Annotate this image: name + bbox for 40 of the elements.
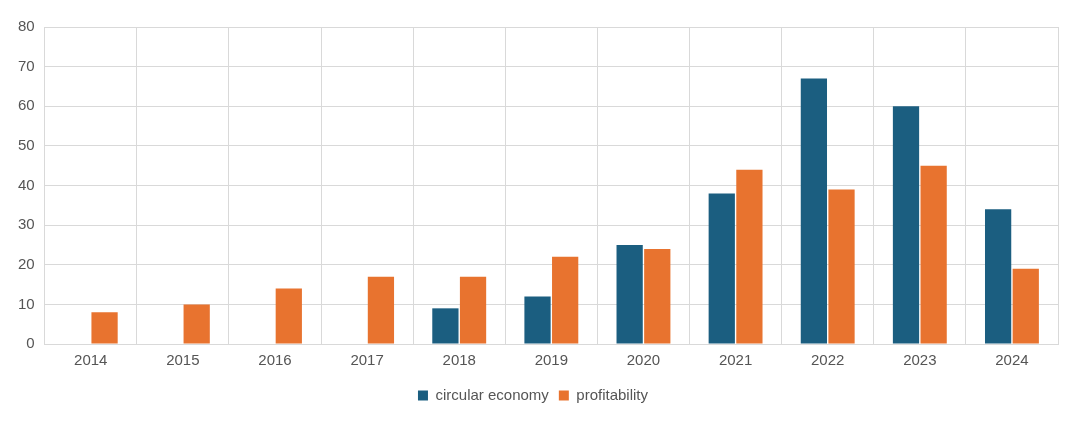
bar	[708, 193, 735, 344]
y-tick-label: 50	[18, 136, 35, 154]
bar	[616, 244, 643, 344]
bar	[985, 209, 1012, 344]
x-tick-label: 2023	[903, 351, 937, 369]
x-tick-label: 2016	[258, 351, 292, 369]
bar	[367, 276, 395, 344]
x-tick-label: 2021	[718, 351, 753, 369]
y-tick-label: 60	[18, 96, 35, 114]
y-tick-label: 40	[18, 175, 35, 193]
bar	[736, 169, 763, 344]
x-tick-label: 2019	[534, 351, 569, 369]
x-tick-label: 2018	[442, 351, 476, 369]
bar	[432, 308, 459, 344]
x-tick-label: 2024	[995, 351, 1029, 369]
y-tick-label: 30	[18, 215, 35, 233]
y-tick-label: 80	[18, 17, 35, 35]
x-tick-label: 2017	[350, 351, 384, 369]
y-tick-label: 70	[18, 56, 35, 74]
y-tick-label: 20	[18, 254, 35, 272]
bar	[552, 256, 579, 344]
bar	[1012, 268, 1039, 344]
bar	[892, 106, 920, 344]
bar	[183, 304, 210, 344]
bar	[800, 78, 828, 344]
x-tick-label: 2014	[74, 351, 108, 369]
legend-label: circular economy	[435, 385, 550, 403]
bar	[459, 276, 487, 344]
x-tick-label: 2015	[166, 351, 200, 369]
x-tick-label: 2022	[811, 351, 845, 369]
bar	[91, 312, 118, 344]
legend-label: profitability	[576, 385, 649, 403]
bar	[524, 296, 551, 344]
bar	[644, 248, 671, 344]
x-tick-label: 2020	[626, 351, 661, 369]
bar	[828, 189, 855, 344]
y-tick-label: 10	[18, 294, 35, 312]
bar	[920, 165, 947, 344]
y-tick-label: 0	[26, 334, 35, 352]
bar	[275, 288, 302, 344]
